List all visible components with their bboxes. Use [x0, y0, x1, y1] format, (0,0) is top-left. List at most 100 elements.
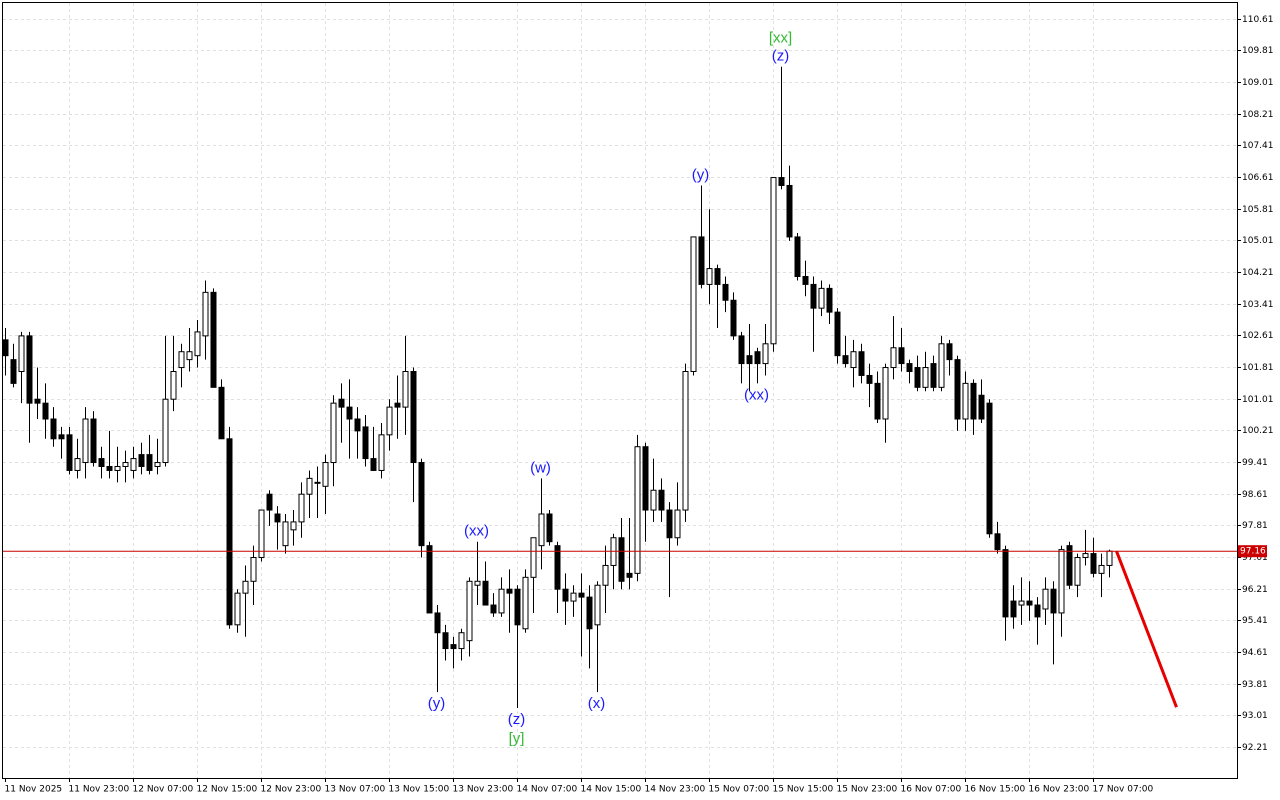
plot-frame — [2, 2, 1238, 779]
wave-label: (y) — [692, 166, 710, 183]
x-tick-label: 14 Nov 23:00 — [645, 785, 706, 795]
x-tick-label: 13 Nov 23:00 — [453, 785, 514, 795]
x-tick-label: 12 Nov 07:00 — [133, 785, 194, 795]
candle-body — [378, 434, 385, 471]
y-tick-label: 100.21 — [1242, 426, 1274, 436]
candle-body — [578, 592, 585, 598]
candle-body — [234, 592, 241, 626]
candle-body — [906, 363, 913, 373]
candle-body — [738, 335, 745, 365]
candle-body — [498, 588, 505, 614]
candle-body — [866, 374, 873, 384]
candle-body — [722, 283, 729, 301]
candle-body — [874, 382, 881, 420]
candle-body — [218, 386, 225, 440]
y-tick-label: 105.01 — [1242, 236, 1274, 246]
candle-body — [258, 509, 265, 559]
price-label: 97.16 — [1240, 547, 1266, 557]
candle-body — [642, 446, 649, 511]
wave-label: (w) — [530, 459, 551, 476]
candle-body — [106, 465, 113, 471]
candle-body — [602, 564, 609, 586]
y-tick-label: 109.01 — [1242, 78, 1274, 88]
y-tick-label: 104.21 — [1242, 268, 1274, 278]
y-tick-label: 110.61 — [1242, 15, 1274, 25]
candle-body — [978, 394, 985, 420]
x-tick-label: 16 Nov 07:00 — [901, 785, 962, 795]
x-tick-label: 15 Nov 15:00 — [773, 785, 834, 795]
candle-body — [490, 604, 497, 614]
x-tick-label: 17 Nov 07:00 — [1093, 785, 1154, 795]
candle-body — [74, 458, 81, 471]
candle-body — [178, 351, 185, 369]
candle-body — [514, 588, 521, 626]
candle-body — [306, 477, 313, 495]
candle-body — [362, 426, 369, 460]
candle-body — [322, 462, 329, 487]
candle-body — [730, 299, 737, 337]
candle-body — [698, 236, 705, 285]
candle-body — [2, 339, 9, 357]
candle-body — [50, 418, 57, 440]
candle-body — [754, 351, 761, 365]
candle-body — [1018, 600, 1025, 606]
candle-body — [1098, 564, 1105, 574]
candle-body — [274, 513, 281, 523]
y-tick-label: 99.41 — [1242, 458, 1268, 468]
candle-body — [586, 596, 593, 630]
y-tick-label: 95.41 — [1242, 616, 1268, 626]
candle-body — [1066, 545, 1073, 586]
candle-body — [522, 576, 529, 630]
y-tick-label: 94.61 — [1242, 648, 1268, 658]
candle-body — [10, 359, 17, 384]
candle-body — [706, 268, 713, 285]
candle-body — [210, 291, 217, 388]
candle-body — [242, 580, 249, 594]
y-tick-label: 97.01 — [1242, 553, 1268, 563]
candle-body — [882, 367, 889, 420]
candle-body — [450, 644, 457, 650]
candle-body — [1058, 549, 1065, 614]
candle-body — [818, 287, 825, 309]
wave-label: (xx) — [744, 386, 769, 403]
candle-body — [1002, 549, 1009, 618]
candle-body — [1010, 600, 1017, 618]
x-tick-label: 14 Nov 07:00 — [517, 785, 578, 795]
candle-body — [594, 584, 601, 626]
wave-label: (z) — [772, 48, 790, 65]
candle-body — [122, 462, 129, 467]
candle-body — [402, 371, 409, 408]
x-tick-label: 15 Nov 23:00 — [837, 785, 898, 795]
y-tick-label: 96.21 — [1242, 585, 1268, 595]
candle-body — [394, 402, 401, 408]
candle-body — [850, 351, 857, 369]
candle-body — [418, 462, 425, 547]
candle-body — [162, 398, 169, 464]
candle-body — [962, 382, 969, 420]
candle-body — [666, 509, 673, 539]
y-tick-label: 93.01 — [1242, 711, 1268, 721]
candle-body — [138, 454, 145, 467]
candle-body — [1034, 604, 1041, 618]
candle-body — [1074, 557, 1081, 586]
candle-body — [42, 402, 49, 420]
y-tick-label: 103.41 — [1242, 300, 1274, 310]
candle-body — [34, 398, 41, 404]
candle-body — [90, 418, 97, 464]
candle-body — [858, 351, 865, 376]
forecast-line — [1115, 550, 1178, 708]
candle-body — [650, 489, 657, 511]
x-tick-label: 12 Nov 23:00 — [261, 785, 322, 795]
wave-label: (x) — [588, 695, 606, 712]
candle-body — [762, 343, 769, 365]
candle-body — [810, 283, 817, 309]
candle-body — [770, 177, 777, 345]
candle-body — [298, 493, 305, 523]
price-label-box — [1238, 545, 1267, 558]
candle-body — [714, 268, 721, 285]
candle-body — [170, 371, 177, 400]
candle-body — [114, 465, 121, 471]
candle-body — [674, 509, 681, 539]
x-tick-label: 16 Nov 15:00 — [965, 785, 1026, 795]
